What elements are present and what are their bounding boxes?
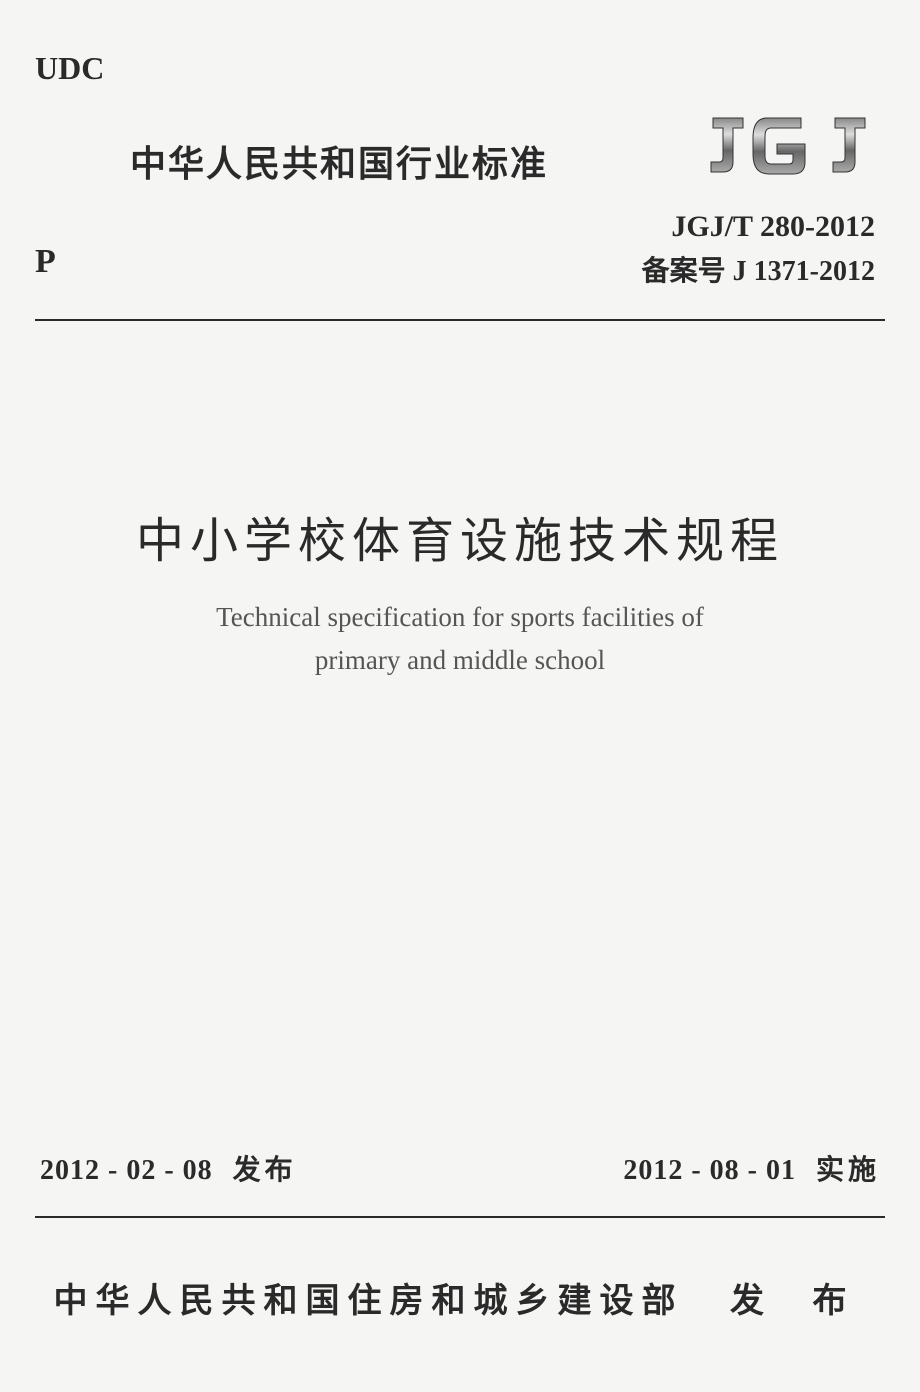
- divider-bottom: [35, 1216, 885, 1218]
- title-english: Technical specification for sports facil…: [35, 596, 885, 682]
- jgj-logo-icon: [705, 110, 875, 185]
- header-section: UDC 中华人民共和国行业标准: [35, 50, 885, 319]
- standard-type-label: 中华人民共和国行业标准: [130, 135, 548, 187]
- issue-label: 发布: [233, 1148, 297, 1188]
- udc-label: UDC: [35, 50, 104, 87]
- effective-date: 2012 - 08 - 01: [623, 1155, 796, 1187]
- code-section: JGJ/T 280-2012 备案号 J 1371-2012: [642, 210, 875, 289]
- effective-date-block: 2012 - 08 - 01 实施: [623, 1148, 880, 1188]
- document-page: UDC 中华人民共和国行业标准: [0, 0, 920, 1392]
- standard-code: JGJ/T 280-2012: [642, 210, 875, 244]
- record-number: 备案号 J 1371-2012: [642, 249, 875, 289]
- divider-top: [35, 319, 885, 321]
- publisher-action: 发 布: [730, 1283, 867, 1320]
- title-chinese: 中小学校体育设施技术规程: [35, 501, 885, 571]
- logo-and-codes: JGJ/T 280-2012 备案号 J 1371-2012: [642, 110, 875, 289]
- title-section: 中小学校体育设施技术规程 Technical specification for…: [35, 501, 885, 682]
- header-row: 中华人民共和国行业标准: [35, 110, 885, 289]
- effective-label: 实施: [816, 1148, 880, 1188]
- issue-date-block: 2012 - 02 - 08 发布: [40, 1148, 297, 1188]
- publisher-org: 中华人民共和国住房和城乡建设部: [54, 1283, 684, 1320]
- publisher-line: 中华人民共和国住房和城乡建设部 发 布: [35, 1273, 885, 1352]
- title-english-line1: Technical specification for sports facil…: [216, 602, 704, 632]
- title-english-line2: primary and middle school: [315, 645, 605, 675]
- issue-date: 2012 - 02 - 08: [40, 1155, 213, 1187]
- p-label: P: [35, 243, 56, 281]
- spacer: [35, 682, 885, 1148]
- dates-row: 2012 - 02 - 08 发布 2012 - 08 - 01 实施: [35, 1148, 885, 1216]
